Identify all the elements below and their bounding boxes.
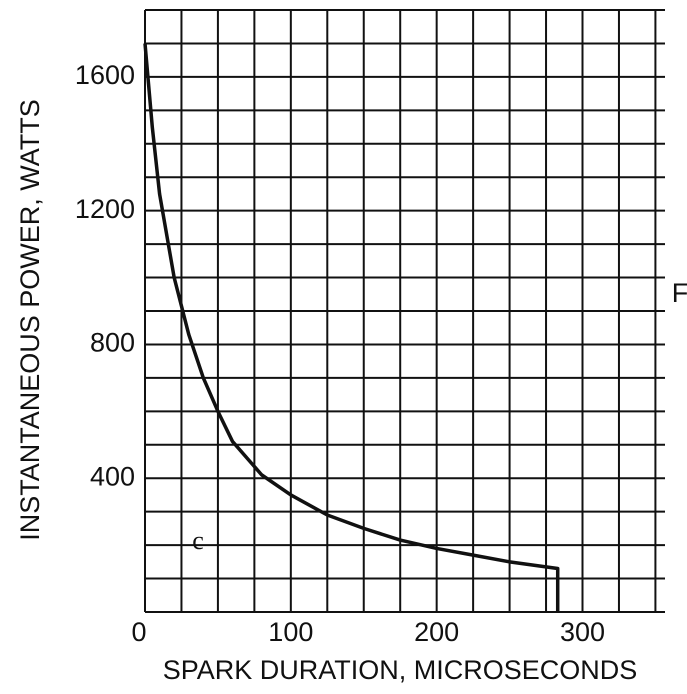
- x-tick-label: 200: [414, 617, 459, 647]
- y-tick-label: 400: [90, 461, 135, 491]
- y-axis-label: INSTANTANEOUS POWER, WATTS: [15, 99, 45, 541]
- y-tick-label: 1600: [75, 60, 135, 90]
- x-tick-label: 100: [268, 617, 313, 647]
- x-tick-label: 0: [131, 617, 146, 647]
- x-axis-label: SPARK DURATION, MICROSECONDS: [163, 655, 638, 685]
- annotation-bg: [186, 531, 210, 557]
- y-tick-label: 800: [90, 328, 135, 358]
- x-tick-label: 300: [560, 617, 605, 647]
- y-tick-label: 1200: [75, 194, 135, 224]
- data-line: [143, 43, 560, 612]
- annotation: F: [672, 278, 687, 308]
- annotation: c: [192, 526, 204, 555]
